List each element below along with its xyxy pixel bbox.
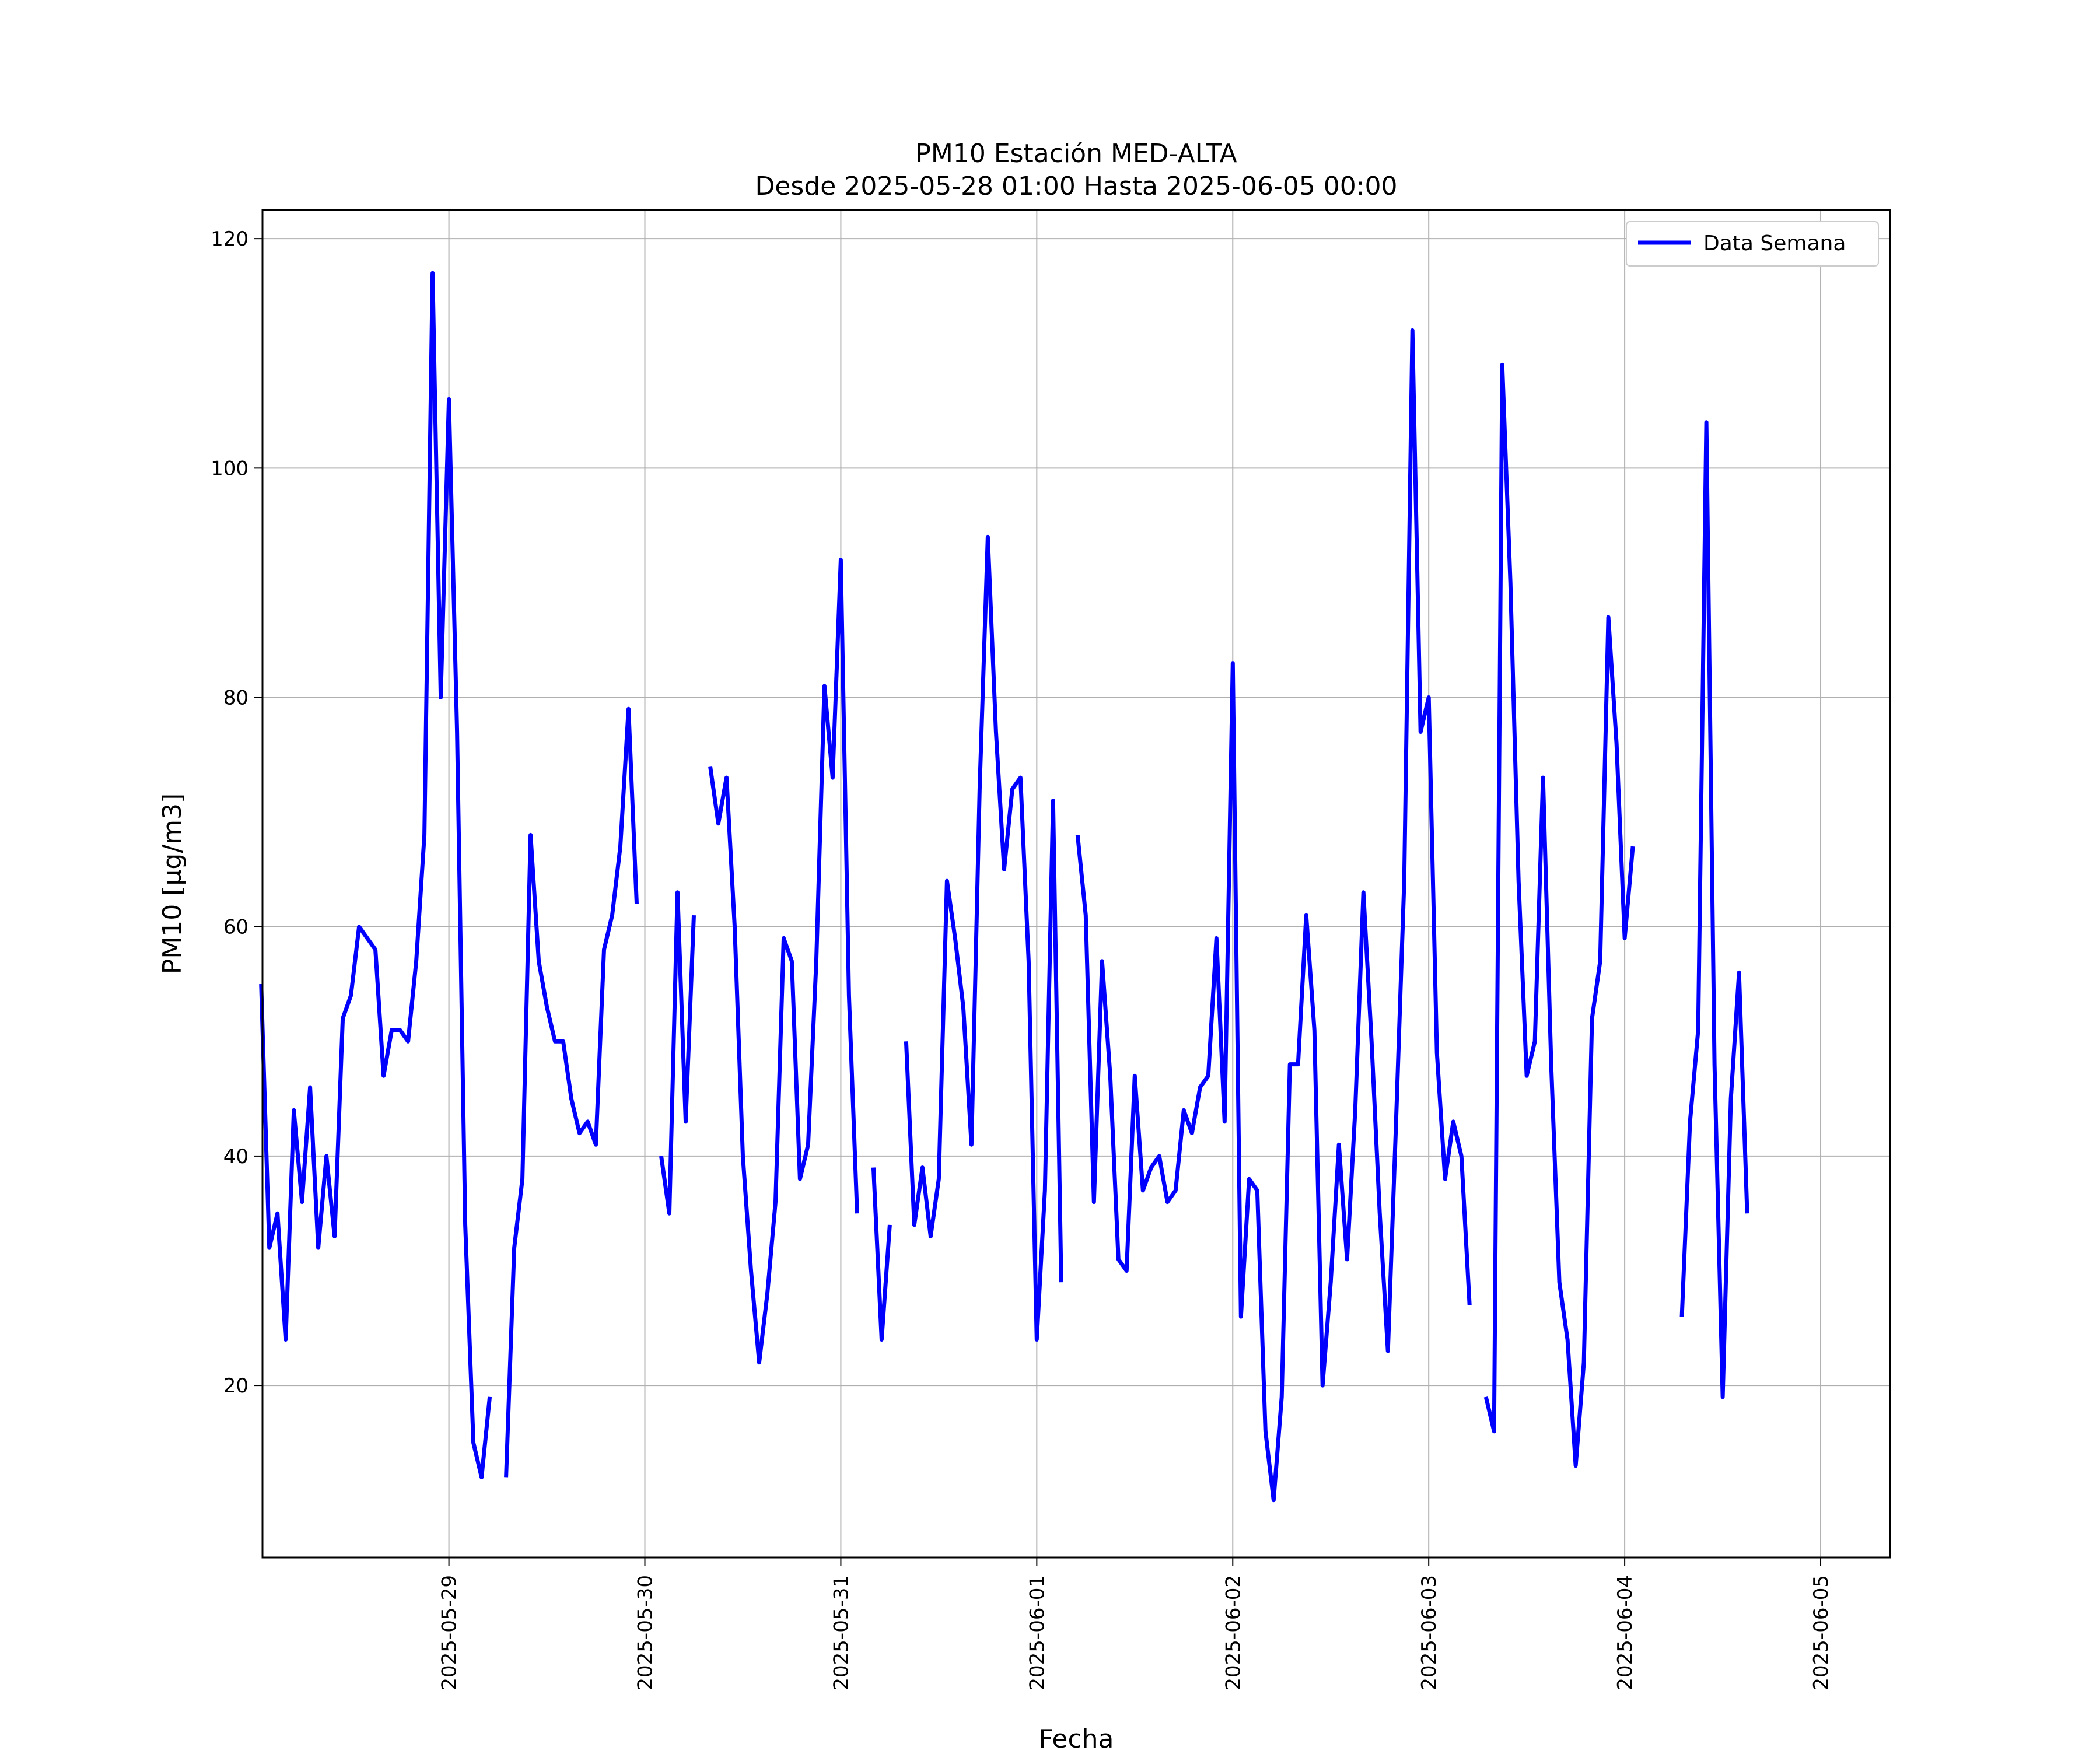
series-line-segment <box>708 558 859 1365</box>
y-tick-label: 100 <box>211 457 249 480</box>
series-line-segment <box>904 534 1063 1342</box>
y-tick-label: 40 <box>223 1145 249 1168</box>
x-tick-label: 2025-06-02 <box>1222 1575 1245 1690</box>
series-line-segment <box>659 890 696 1216</box>
x-tick-label: 2025-06-01 <box>1026 1575 1049 1690</box>
x-tick-label: 2025-05-30 <box>634 1575 657 1690</box>
legend: Data Semana <box>1626 221 1879 267</box>
chart-title: PM10 Estación MED-ALTA <box>915 139 1237 169</box>
axis-ticks: 2025-05-29 2025-05-30 2025-05-31 2025-06-01… <box>211 228 1833 1690</box>
data-series <box>259 271 1749 1503</box>
series-line-segment <box>504 706 639 1478</box>
series-line-segment <box>1075 328 1472 1503</box>
series-line-segment <box>871 1167 892 1342</box>
plot-frame <box>261 209 1891 1559</box>
series-line-segment <box>1679 420 1749 1399</box>
legend-box <box>1626 221 1879 267</box>
series-line-segment <box>1483 362 1635 1468</box>
chart-subtitle: Desde 2025-05-28 01:00 Hasta 2025-06-05 … <box>755 172 1397 201</box>
grid-lines <box>262 210 1890 1558</box>
x-tick-label: 2025-06-03 <box>1418 1575 1441 1690</box>
x-tick-label: 2025-05-29 <box>438 1575 461 1690</box>
x-axis-label: Fecha <box>1038 1724 1114 1750</box>
y-axis-label: PM10 [μg/m3] <box>158 793 187 974</box>
x-tick-label: 2025-06-04 <box>1614 1575 1637 1690</box>
legend-label: Data Semana <box>1703 232 1846 256</box>
y-tick-label: 120 <box>211 228 249 251</box>
x-tick-label: 2025-05-31 <box>830 1575 853 1690</box>
x-tick-label: 2025-06-05 <box>1810 1575 1833 1690</box>
y-tick-label: 80 <box>223 687 249 710</box>
series-line-segment <box>259 271 492 1479</box>
y-tick-label: 20 <box>223 1374 249 1398</box>
y-tick-label: 60 <box>223 916 249 939</box>
